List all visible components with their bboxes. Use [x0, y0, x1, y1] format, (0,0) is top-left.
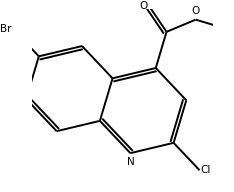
Text: Cl: Cl	[201, 165, 211, 175]
Text: N: N	[127, 157, 134, 167]
Text: O: O	[192, 6, 200, 16]
Text: Br: Br	[0, 24, 12, 34]
Text: O: O	[139, 1, 147, 11]
